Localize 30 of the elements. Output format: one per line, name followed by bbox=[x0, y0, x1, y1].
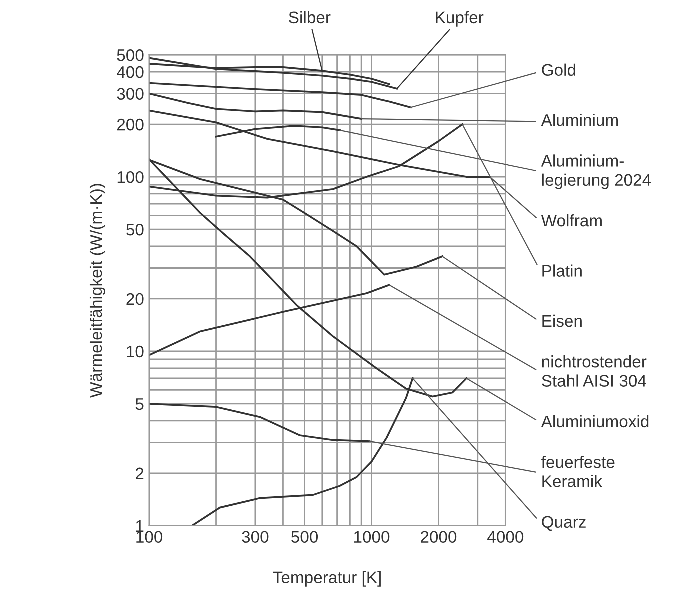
text: Silber bbox=[289, 11, 331, 24]
text: Aluminium- legierung 2024 bbox=[541, 154, 652, 190]
y-tick-label: 50 bbox=[126, 224, 144, 236]
text: Eisen bbox=[542, 314, 582, 328]
y-tick-label: 2 bbox=[136, 468, 144, 480]
text: feuerfeste Keramik bbox=[542, 456, 615, 488]
text: nichtrostender Stahl AISI 304 bbox=[542, 356, 647, 387]
y-tick-label: 10 bbox=[127, 346, 144, 358]
y-tick-label: 200 bbox=[117, 118, 144, 131]
text: Gold bbox=[542, 64, 576, 76]
text: Quarz bbox=[542, 516, 586, 532]
x-axis-title: Temperatur [K] bbox=[273, 571, 381, 587]
text: Aluminiumoxid bbox=[541, 415, 649, 428]
x-tick-label: 1000 bbox=[354, 531, 390, 544]
x-tick-label: 4000 bbox=[488, 531, 524, 544]
text: Wolfram bbox=[541, 214, 602, 227]
y-tick-label: 400 bbox=[117, 66, 144, 78]
x-tick-label: 300 bbox=[242, 531, 269, 544]
x-tick-label: 500 bbox=[292, 531, 318, 544]
y-tick-label: 500 bbox=[117, 50, 144, 62]
text: Platin bbox=[542, 264, 582, 277]
y-tick-label: 5 bbox=[136, 398, 144, 410]
text: Kupfer bbox=[436, 11, 484, 27]
x-tick-label: 2000 bbox=[421, 531, 457, 544]
y-tick-label: 100 bbox=[118, 171, 144, 184]
y-tick-label: 300 bbox=[117, 88, 144, 100]
y-axis-title: Wärmeleitfähigkeit (W/(m·K)) bbox=[90, 184, 106, 398]
y-tick-label: 1 bbox=[136, 520, 144, 532]
text: Aluminium bbox=[541, 114, 618, 126]
y-tick-label: 20 bbox=[126, 293, 144, 306]
